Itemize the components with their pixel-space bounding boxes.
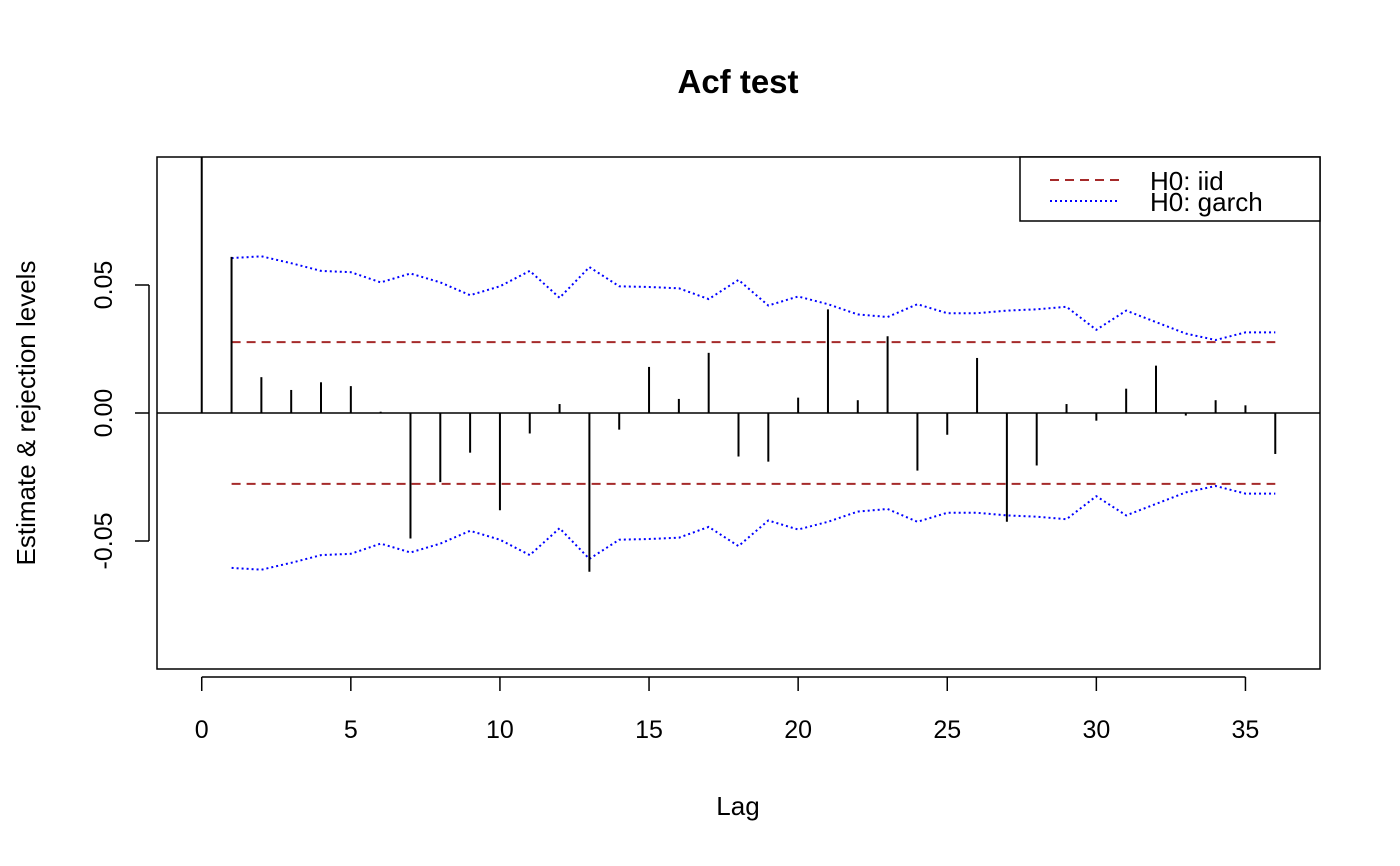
band-line-1-upper: [231, 255, 1276, 342]
legend-label-garch: H0: garch: [1150, 187, 1263, 217]
legend: H0: iid H0: garch: [1019, 156, 1321, 222]
x-axis-label: Lag: [716, 791, 759, 821]
x-axis: 0 5 10 15 20 25 30 35: [195, 676, 1260, 744]
y-tick-label: 0.00: [90, 389, 118, 438]
plot-frame: [156, 156, 1321, 670]
legend-label-iid: H0: iid: [1150, 166, 1224, 196]
band-line-1-lower: [231, 484, 1276, 571]
y-tick-label: 0.05: [90, 261, 118, 310]
x-tick-label: 15: [635, 716, 663, 744]
x-tick-label: 20: [784, 716, 812, 744]
legend-box: [1019, 156, 1321, 222]
x-tick-label: 35: [1232, 716, 1260, 744]
x-tick-label: 30: [1082, 716, 1110, 744]
rejection-bands: [231, 255, 1276, 571]
x-tick-label: 25: [933, 716, 961, 744]
y-tick-label: -0.05: [90, 513, 118, 570]
x-tick-label: 5: [344, 716, 358, 744]
y-axis: -0.05 0.00 0.05: [90, 261, 150, 570]
x-tick-label: 10: [486, 716, 514, 744]
chart-title: Acf test: [677, 63, 798, 100]
x-tick-label: 0: [195, 716, 209, 744]
y-axis-label: Estimate & rejection levels: [11, 261, 41, 566]
acf-bars: [157, 157, 1320, 572]
